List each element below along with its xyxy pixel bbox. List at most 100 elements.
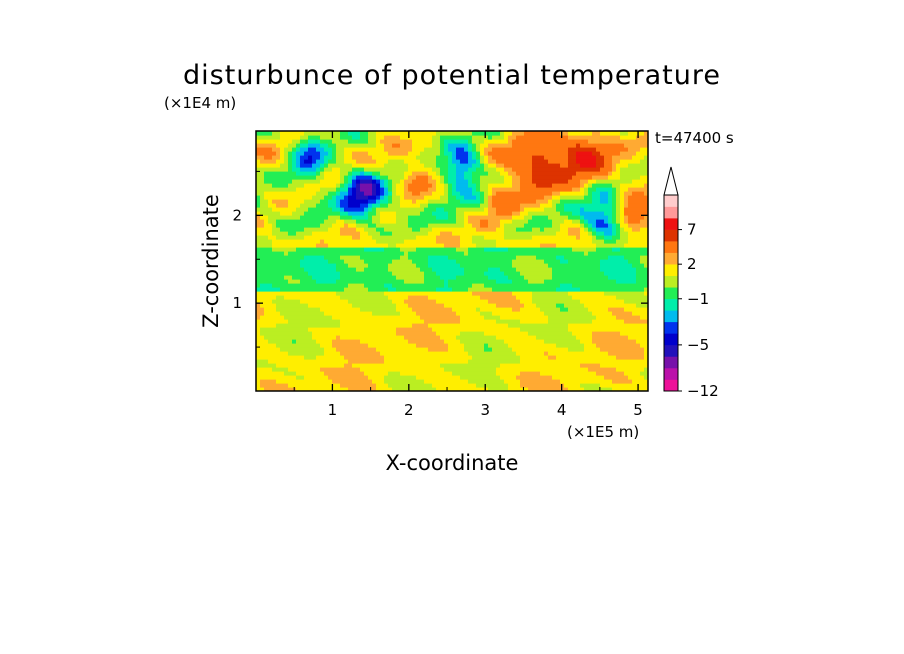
contour-cell [516, 155, 521, 160]
contour-cell [448, 135, 453, 140]
contour-cell [356, 371, 361, 376]
contour-cell [444, 295, 449, 300]
contour-cell [400, 351, 405, 356]
contour-cell [548, 235, 553, 240]
contour-cell [492, 363, 497, 368]
contour-cell [260, 287, 265, 292]
contour-cell [484, 207, 489, 212]
contour-cell [292, 367, 297, 372]
contour-cell [540, 279, 545, 284]
contour-cell [428, 371, 433, 376]
contour-cell [360, 311, 365, 316]
contour-cell [384, 139, 389, 144]
contour-cell [552, 187, 557, 192]
contour-cell [272, 319, 277, 324]
contour-cell [272, 199, 277, 204]
contour-cell [404, 355, 409, 360]
contour-cell [468, 347, 473, 352]
contour-cell [396, 247, 401, 252]
contour-cell [452, 367, 457, 372]
contour-cell [300, 235, 305, 240]
contour-cell [504, 359, 509, 364]
contour-cell [356, 303, 361, 308]
contour-cell [544, 291, 549, 296]
contour-cell [276, 163, 281, 168]
contour-cell [336, 315, 341, 320]
contour-cell [304, 367, 309, 372]
contour-cell [440, 167, 445, 172]
contour-cell [356, 375, 361, 380]
contour-cell [348, 343, 353, 348]
contour-cell [436, 295, 441, 300]
contour-cell [344, 179, 349, 184]
contour-cell [484, 191, 489, 196]
contour-cell [316, 131, 321, 136]
contour-cell [320, 255, 325, 260]
contour-cell [292, 283, 297, 288]
contour-cell [312, 147, 317, 152]
contour-cell [308, 211, 313, 216]
contour-cell [392, 319, 397, 324]
contour-cell [284, 183, 289, 188]
contour-cell [272, 183, 277, 188]
contour-cell [296, 203, 301, 208]
contour-cell [532, 343, 537, 348]
contour-cell [532, 331, 537, 336]
contour-cell [464, 271, 469, 276]
contour-cell [312, 223, 317, 228]
contour-cell [548, 175, 553, 180]
contour-cell [264, 279, 269, 284]
contour-cell [524, 203, 529, 208]
contour-cell [256, 191, 261, 196]
contour-cell [528, 371, 533, 376]
contour-cell [396, 307, 401, 312]
contour-cell [544, 351, 549, 356]
contour-cell [524, 263, 529, 268]
contour-cell [312, 195, 317, 200]
contour-cell [328, 283, 333, 288]
contour-cell [528, 275, 533, 280]
contour-cell [352, 147, 357, 152]
contour-cell [356, 231, 361, 236]
contour-cell [520, 303, 525, 308]
contour-cell [512, 199, 517, 204]
contour-cell [456, 139, 461, 144]
contour-cell [264, 355, 269, 360]
contour-cell [540, 167, 545, 172]
contour-cell [520, 251, 525, 256]
contour-cell [288, 379, 293, 384]
contour-cell [336, 263, 341, 268]
contour-cell [260, 307, 265, 312]
contour-cell [316, 347, 321, 352]
contour-cell [432, 163, 437, 168]
contour-cell [428, 239, 433, 244]
contour-cell [536, 339, 541, 344]
contour-cell [444, 135, 449, 140]
contour-cell [436, 147, 441, 152]
contour-cell [488, 307, 493, 312]
contour-cell [552, 351, 557, 356]
contour-cell [340, 183, 345, 188]
contour-cell [308, 283, 313, 288]
contour-cell [352, 135, 357, 140]
contour-cell [424, 191, 429, 196]
contour-cell [376, 367, 381, 372]
contour-cell [420, 291, 425, 296]
contour-cell [296, 243, 301, 248]
contour-cell [560, 295, 565, 300]
contour-cell [352, 283, 357, 288]
contour-cell [268, 223, 273, 228]
contour-cell [516, 311, 521, 316]
contour-cell [264, 267, 269, 272]
contour-cell [408, 327, 413, 332]
contour-cell [320, 235, 325, 240]
contour-cell [520, 307, 525, 312]
contour-cell [432, 347, 437, 352]
contour-cell [328, 379, 333, 384]
contour-cell [348, 203, 353, 208]
contour-cell [288, 287, 293, 292]
contour-cell [528, 251, 533, 256]
contour-cell [340, 351, 345, 356]
contour-cell [496, 311, 501, 316]
contour-cell [420, 311, 425, 316]
